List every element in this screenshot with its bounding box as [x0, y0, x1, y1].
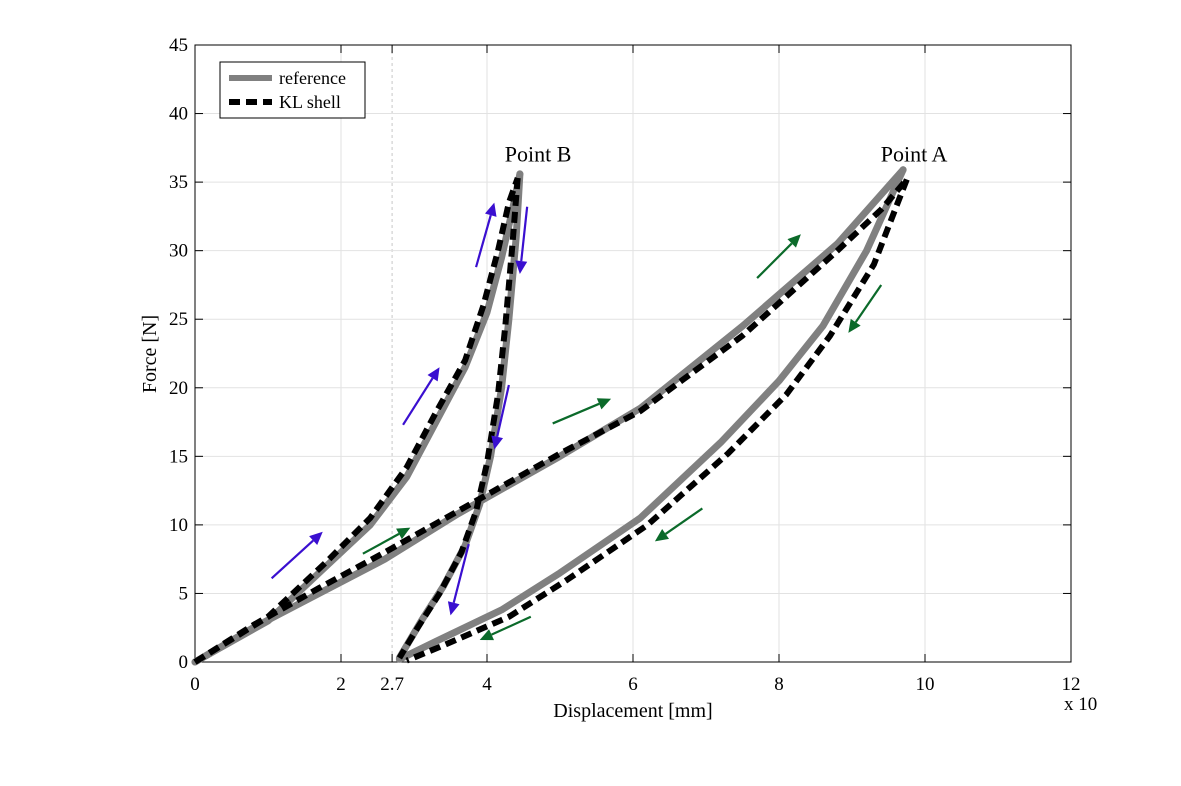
y-tick-label: 0: [179, 652, 189, 673]
blue-direction-arrow: [474, 214, 492, 268]
y-axis-label: Force [N]: [139, 315, 161, 393]
x-tick-label: 2.7: [380, 674, 404, 695]
x-axis-label: Displacement [mm]: [553, 700, 712, 722]
series-line-kl-shell: [193, 177, 910, 665]
series-line-reference: [191, 166, 907, 666]
green-direction-arrow-head: [848, 318, 861, 333]
green-direction-arrow: [491, 615, 532, 636]
green-direction-arrow: [362, 532, 400, 555]
blue-direction-arrow-head: [491, 435, 504, 450]
legend-label-kl-shell: KL shell: [279, 92, 341, 112]
green-direction-arrow-head: [654, 529, 670, 542]
series-line-kl-shell: [193, 176, 521, 665]
green-direction-arrow-head: [787, 234, 801, 248]
blue-direction-arrow-head: [515, 260, 528, 274]
legend-box: [219, 61, 366, 119]
y-tick-label: 35: [169, 172, 188, 193]
blue-direction-arrow: [496, 384, 510, 438]
blue-direction-arrow: [452, 543, 470, 604]
x-tick-label: 0: [190, 674, 200, 695]
blue-direction-arrow-head: [427, 367, 440, 382]
blue-direction-arrow: [270, 539, 314, 580]
blue-direction-arrow-head: [309, 531, 323, 545]
y-tick-label: 20: [169, 378, 188, 399]
blue-direction-arrow-head: [484, 202, 497, 217]
legend: reference KL shell: [219, 61, 366, 119]
x-tick-label: 12: [1062, 674, 1081, 695]
x-tick-label: 4: [482, 674, 492, 695]
series-lines: [191, 166, 910, 666]
y-tick-label: 45: [169, 35, 188, 56]
x-tick-label: 8: [774, 674, 784, 695]
y-tick-label: 40: [169, 104, 188, 125]
y-tick-label: 5: [179, 583, 189, 604]
y-tick-label: 25: [169, 309, 188, 330]
point-annotations: Point B Point A: [505, 142, 948, 167]
y-tick-label: 30: [169, 241, 188, 262]
green-direction-arrow: [756, 242, 793, 279]
series-line-kl-shell: [396, 177, 521, 660]
y-tick-label: 10: [169, 515, 188, 536]
annotation-point-b: Point B: [505, 142, 572, 167]
series-line-reference: [395, 170, 524, 662]
x-ticks: 0 2 2.7 4 6 8 10 12: [190, 45, 1081, 695]
blue-direction-arrow: [520, 206, 529, 262]
blue-direction-arrow-head: [447, 601, 460, 616]
series-line-kl-shell: [405, 178, 910, 664]
green-direction-arrow: [664, 507, 703, 535]
x-tick-label: 2: [336, 674, 346, 695]
y-tick-label: 15: [169, 446, 188, 467]
x-axis-multiplier: x 10: [1064, 694, 1097, 715]
green-direction-arrow: [854, 284, 883, 323]
annotation-point-a: Point A: [881, 142, 948, 167]
blue-direction-arrow: [402, 377, 434, 426]
direction-arrows: [270, 202, 883, 641]
green-direction-arrow: [552, 402, 600, 425]
green-direction-arrow-head: [596, 398, 612, 410]
x-tick-label: 10: [916, 674, 935, 695]
series-line-reference: [191, 170, 524, 666]
y-ticks: 0 5 10 15 20 25 30 35 40 45: [169, 35, 1071, 673]
series-line-reference: [395, 166, 907, 663]
green-direction-arrow-head: [479, 629, 495, 641]
legend-label-reference: reference: [279, 68, 346, 88]
x-tick-label: 6: [628, 674, 638, 695]
green-direction-arrow-head: [396, 527, 411, 540]
